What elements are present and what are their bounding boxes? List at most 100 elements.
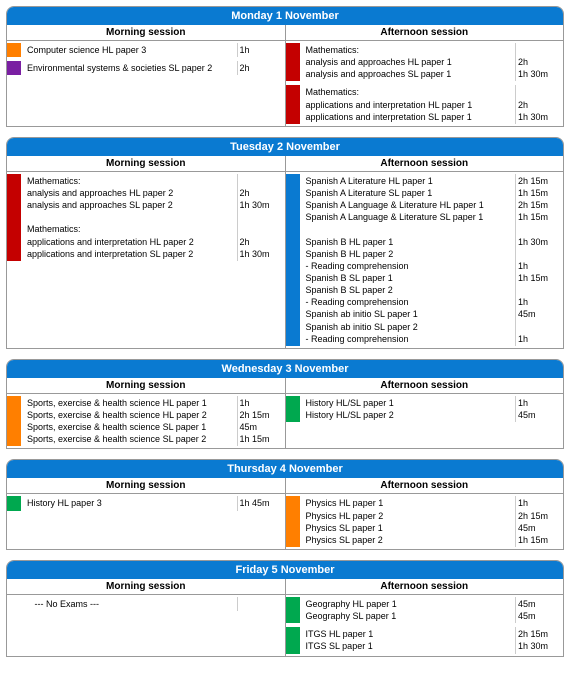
morning-column: Sports, exercise & health science HL pap…	[7, 394, 286, 449]
exam-timetable: Monday 1 NovemberMorning sessionAfternoo…	[6, 6, 564, 657]
exam-text: Geography HL paper 1Geography SL paper 1	[300, 597, 516, 623]
exam-slot: --- No Exams ---	[7, 595, 285, 613]
exam-slot: Sports, exercise & health science HL pap…	[7, 394, 285, 449]
day-header: Monday 1 November	[7, 7, 563, 25]
duration-line: 2h 15m	[518, 628, 559, 640]
duration-line	[518, 223, 559, 235]
sessions-row: Mathematics: analysis and approaches HL p…	[7, 172, 563, 348]
duration-line: 1h 30m	[240, 248, 281, 260]
morning-column: Computer science HL paper 31h Environment…	[7, 41, 286, 126]
session-headers-row: Morning sessionAfternoon session	[7, 579, 563, 595]
morning-header: Morning session	[7, 378, 286, 393]
exam-line	[27, 211, 233, 223]
exam-line: Sports, exercise & health science HL pap…	[27, 409, 233, 421]
exam-line: Spanish B HL paper 1	[306, 236, 512, 248]
exam-line: History HL/SL paper 1	[306, 397, 512, 409]
exam-line: Physics HL paper 2	[306, 510, 512, 522]
exam-text: ITGS HL paper 1ITGS SL paper 1	[300, 627, 516, 653]
subject-color-bar	[7, 597, 21, 611]
exam-duration: 2h1h 30m	[515, 85, 563, 123]
exam-text: Sports, exercise & health science HL pap…	[21, 396, 237, 447]
exam-slot: Physics HL paper 1Physics HL paper 2Phys…	[286, 494, 564, 549]
exam-line: Mathematics:	[27, 223, 233, 235]
exam-text: Computer science HL paper 3	[21, 43, 237, 57]
day-block: Tuesday 2 NovemberMorning sessionAfterno…	[6, 137, 564, 349]
duration-line: 1h 30m	[240, 199, 281, 211]
exam-duration: 45m45m	[515, 597, 563, 623]
exam-line: analysis and approaches HL paper 2	[27, 187, 233, 199]
afternoon-header: Afternoon session	[286, 478, 564, 493]
exam-line: Spanish A Literature HL paper 1	[306, 175, 512, 187]
exam-line: Spanish A Literature SL paper 1	[306, 187, 512, 199]
exam-slot: ITGS HL paper 1ITGS SL paper 12h 15m1h 3…	[286, 625, 564, 655]
exam-line: Spanish ab initio SL paper 2	[306, 321, 512, 333]
exam-duration: 2h1h 30m	[515, 43, 563, 81]
duration-line: 2h 15m	[518, 510, 559, 522]
subject-color-bar	[286, 396, 300, 422]
morning-column: History HL paper 31h 45m	[7, 494, 286, 549]
duration-line	[240, 211, 281, 223]
exam-duration	[237, 597, 285, 611]
exam-text: Spanish A Literature HL paper 1Spanish A…	[300, 174, 516, 346]
session-headers-row: Morning sessionAfternoon session	[7, 156, 563, 172]
exam-line: Spanish B SL paper 2	[306, 284, 512, 296]
duration-line: 1h 15m	[518, 272, 559, 284]
exam-line: Spanish A Language & Literature HL paper…	[306, 199, 512, 211]
exam-line: Environmental systems & societies SL pap…	[27, 62, 233, 74]
duration-line: 45m	[518, 598, 559, 610]
afternoon-column: History HL/SL paper 1History HL/SL paper…	[286, 394, 564, 449]
exam-line: analysis and approaches HL paper 1	[306, 56, 512, 68]
exam-line: - Reading comprehension	[306, 333, 512, 345]
exam-slot: Mathematics: analysis and approaches HL p…	[7, 172, 285, 263]
exam-line: Spanish A Language & Literature SL paper…	[306, 211, 512, 223]
exam-line: --- No Exams ---	[27, 598, 233, 610]
afternoon-header: Afternoon session	[286, 25, 564, 40]
day-block: Friday 5 NovemberMorning sessionAfternoo…	[6, 560, 564, 657]
morning-header: Morning session	[7, 579, 286, 594]
duration-line: 45m	[518, 610, 559, 622]
exam-slot: History HL/SL paper 1History HL/SL paper…	[286, 394, 564, 424]
duration-line: 1h	[518, 397, 559, 409]
subject-color-bar	[286, 496, 300, 547]
duration-line: 2h 15m	[518, 199, 559, 211]
exam-line: Mathematics:	[306, 86, 512, 98]
duration-line: 1h 15m	[518, 187, 559, 199]
duration-line	[518, 248, 559, 260]
subject-color-bar	[286, 174, 300, 346]
exam-text: History HL paper 3	[21, 496, 237, 510]
exam-line: Spanish B SL paper 1	[306, 272, 512, 284]
duration-line: 1h 30m	[518, 236, 559, 248]
exam-duration: 1h	[237, 43, 285, 57]
exam-slot: Geography HL paper 1Geography SL paper 1…	[286, 595, 564, 625]
exam-slot: Environmental systems & societies SL pap…	[7, 59, 285, 77]
exam-text: Mathematics: analysis and approaches HL p…	[21, 174, 237, 261]
duration-line: 45m	[518, 522, 559, 534]
subject-color-bar	[7, 396, 21, 447]
exam-line: Spanish B HL paper 2	[306, 248, 512, 260]
duration-line: 1h	[518, 260, 559, 272]
exam-slot: Mathematics:analysis and approaches HL p…	[286, 41, 564, 83]
duration-line	[240, 598, 281, 610]
duration-line: 1h	[518, 333, 559, 345]
session-headers-row: Morning sessionAfternoon session	[7, 378, 563, 394]
afternoon-column: Physics HL paper 1Physics HL paper 2Phys…	[286, 494, 564, 549]
duration-line: 1h 15m	[518, 211, 559, 223]
exam-line: analysis and approaches SL paper 2	[27, 199, 233, 211]
exam-line: Physics SL paper 2	[306, 534, 512, 546]
day-header: Friday 5 November	[7, 561, 563, 579]
duration-line: 1h 15m	[240, 433, 281, 445]
exam-line	[306, 223, 512, 235]
day-header: Thursday 4 November	[7, 460, 563, 478]
exam-line: Sports, exercise & health science SL pap…	[27, 433, 233, 445]
exam-duration: 1h2h 15m45m1h 15m	[515, 496, 563, 547]
afternoon-column: Spanish A Literature HL paper 1Spanish A…	[286, 172, 564, 348]
afternoon-header: Afternoon session	[286, 156, 564, 171]
duration-line: 1h 30m	[518, 640, 559, 652]
afternoon-column: Mathematics:analysis and approaches HL p…	[286, 41, 564, 126]
exam-line: Physics SL paper 1	[306, 522, 512, 534]
duration-line: 2h	[240, 187, 281, 199]
day-header: Tuesday 2 November	[7, 138, 563, 156]
exam-line: Mathematics:	[306, 44, 512, 56]
morning-header: Morning session	[7, 478, 286, 493]
afternoon-header: Afternoon session	[286, 579, 564, 594]
